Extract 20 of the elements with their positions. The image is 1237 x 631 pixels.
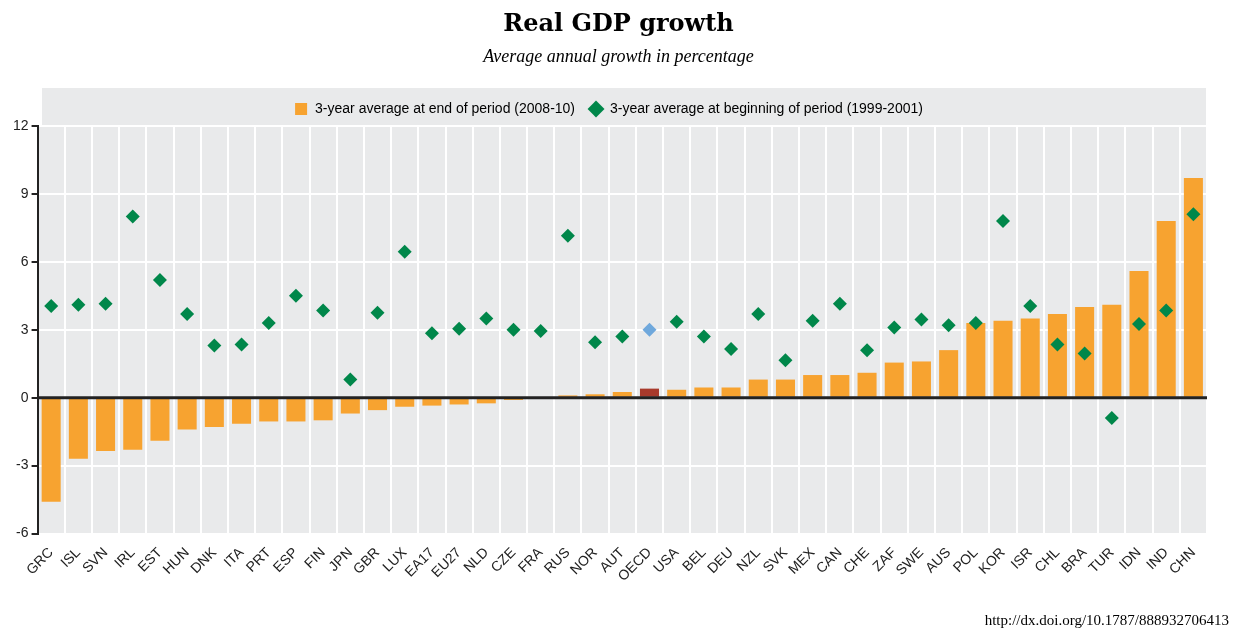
x-tick-label: NZL <box>733 543 764 575</box>
legend-label: 3-year average at beginning of period (1999-2001) <box>610 99 923 116</box>
x-tick-label: IDN <box>1115 544 1144 573</box>
y-tick-label: 12 <box>12 116 29 133</box>
y-tick-label: 9 <box>20 184 29 201</box>
x-tick-label: ISR <box>1007 544 1036 572</box>
y-tick-label: 6 <box>20 252 29 269</box>
chart-title: Real GDP growth <box>502 8 735 37</box>
x-tick-label: FIN <box>300 544 328 572</box>
y-tick-label: -3 <box>16 456 29 473</box>
text: http://dx.doi.org/10.1787/888932706413 <box>984 612 1229 629</box>
chart-subtitle: Average annual growth in percentage <box>481 46 755 67</box>
y-tick-label: -6 <box>16 524 29 541</box>
x-tick-label: ITA <box>220 543 247 570</box>
y-tick-label: 3 <box>20 320 29 337</box>
x-tick-label: IRL <box>110 543 138 571</box>
legend-label: 3-year average at end of period (2008-10) <box>315 99 576 116</box>
x-tick-label: USA <box>649 543 682 576</box>
x-tick-label: ISL <box>57 543 84 571</box>
y-tick-label: 0 <box>20 388 29 405</box>
